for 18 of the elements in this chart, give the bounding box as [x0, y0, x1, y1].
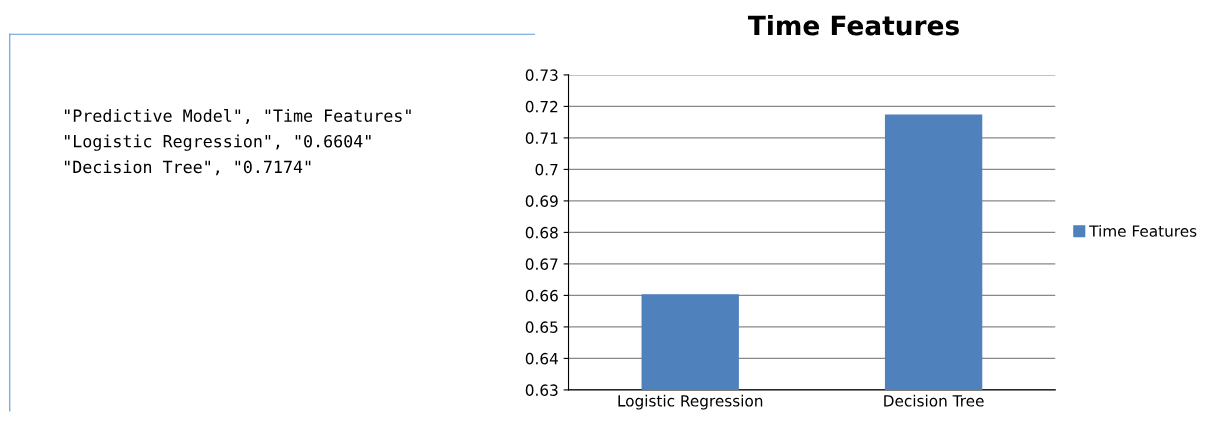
- text: "Predictive Model", "Time Features": [64, 108, 411, 125]
- y-tick-label: 0.65: [525, 321, 558, 333]
- y-tick-label: 0.72: [525, 100, 558, 113]
- y-tick-label: 0.66: [525, 289, 558, 302]
- y-tick-label: 0.67: [525, 258, 558, 270]
- y-tick-label: 0.7: [535, 163, 558, 176]
- text: "Logistic Regression", "0.6604": [64, 134, 371, 151]
- y-tick-label: 0.63: [525, 384, 558, 396]
- y-tick-label: 0.73: [525, 69, 558, 81]
- y-tick-label: 0.68: [525, 226, 558, 239]
- x-tick-label: Decision Tree: [884, 394, 984, 407]
- text: "Decision Tree", "0.7174": [64, 160, 311, 176]
- chart-title: Time Features: [747, 15, 959, 36]
- legend-label: Time Features: [1089, 225, 1197, 237]
- y-tick-label: 0.64: [525, 352, 558, 365]
- x-tick-label: Logistic Regression: [618, 394, 763, 410]
- y-tick-label: 0.71: [525, 132, 558, 144]
- y-tick-label: 0.69: [525, 195, 558, 207]
